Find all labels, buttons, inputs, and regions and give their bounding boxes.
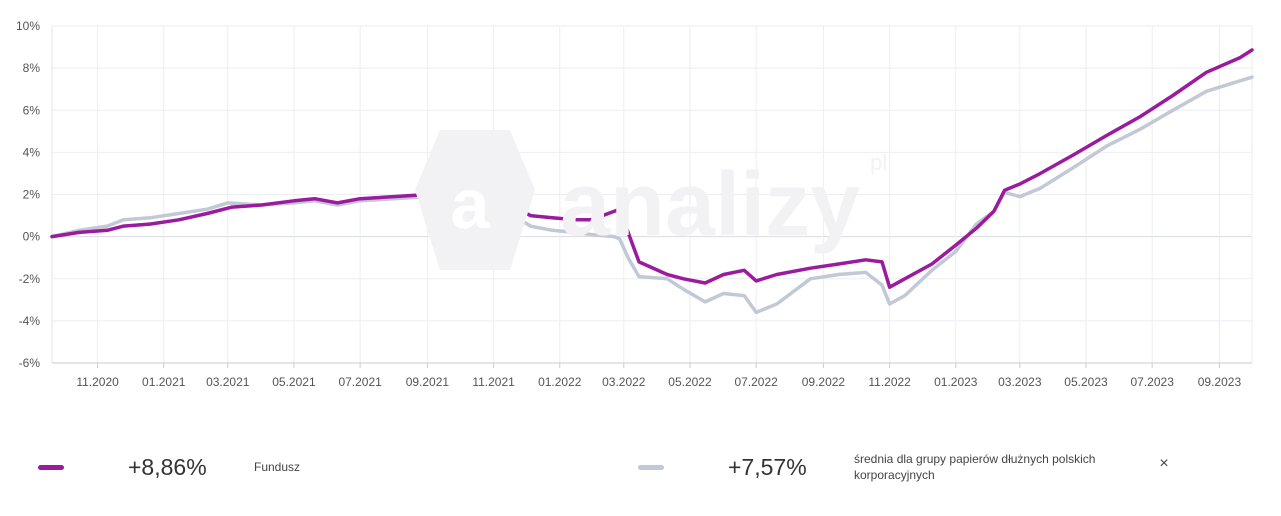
y-tick-label: 4% (23, 145, 41, 159)
close-icon[interactable]: × (1159, 455, 1169, 472)
y-tick-label: 10% (16, 19, 40, 33)
x-tick-label: 05.2023 (1064, 375, 1108, 389)
x-tick-label: 03.2022 (602, 375, 646, 389)
legend-value-fundusz: +8,86% (128, 453, 207, 480)
x-tick-label: 07.2023 (1130, 375, 1174, 389)
legend-label-average: średnia dla grupy papierów dłużnych pols… (854, 452, 1096, 482)
x-tick-label: 09.2021 (406, 375, 450, 389)
x-tick-label: 05.2021 (272, 375, 316, 389)
x-tick-label: 07.2022 (734, 375, 778, 389)
x-tick-label: 05.2022 (668, 375, 712, 389)
y-tick-label: 8% (23, 61, 41, 75)
legend-item-fundusz: +8,86% Fundusz (38, 445, 300, 489)
x-tick-label: 11.2020 (76, 375, 119, 389)
line-chart: 10% 8% 6% 4% 2% 0% -2% -4% -6% 11.2020 01.2021 03.2… (16, 19, 1254, 389)
legend-item-average: +7,57% średnia dla grupy papierów dłużny… (638, 445, 1144, 489)
legend-swatch-average (638, 464, 664, 470)
x-tick-label: 03.2023 (998, 375, 1042, 389)
legend-swatch-fundusz (38, 464, 64, 470)
y-tick-label: -4% (19, 314, 41, 328)
x-tick-label: 09.2023 (1198, 375, 1242, 389)
x-tick-label: 07.2021 (338, 375, 382, 389)
series-line-fundusz (50, 48, 1254, 289)
y-tick-label: 0% (23, 230, 41, 244)
legend-value-average: +7,57% (728, 453, 807, 480)
x-tick-label: 11.2021 (472, 375, 515, 389)
x-tick-label: 03.2021 (206, 375, 250, 389)
x-tick-label: 01.2022 (538, 375, 582, 389)
y-tick-label: -6% (19, 356, 41, 370)
x-tick-label: 01.2021 (142, 375, 186, 389)
y-tick-label: 2% (23, 188, 41, 202)
x-tick-label: 09.2022 (802, 375, 846, 389)
x-tick-label: 11.2022 (868, 375, 911, 389)
legend-label-fundusz: Fundusz (254, 460, 301, 474)
y-tick-label: -2% (19, 272, 41, 286)
y-tick-label: 6% (23, 103, 41, 117)
x-tick-label: 01.2023 (934, 375, 978, 389)
